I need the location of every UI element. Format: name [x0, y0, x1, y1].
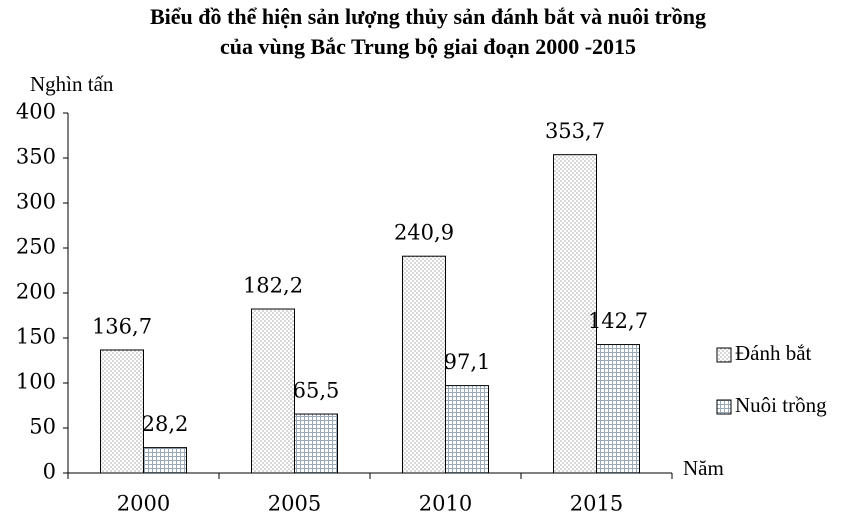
value-label: 65,5: [293, 379, 340, 403]
value-label: 97,1: [444, 350, 491, 374]
value-label: 136,7: [92, 314, 152, 338]
y-tick-label: 200: [16, 280, 56, 304]
value-label: 240,9: [394, 221, 454, 245]
legend-swatch: [716, 399, 732, 415]
legend-label: Đánh bắt: [735, 341, 812, 365]
x-tick-label: 2010: [419, 492, 472, 514]
bar: [100, 349, 144, 474]
y-tick-label: 300: [16, 190, 56, 214]
bar: [596, 344, 640, 474]
x-tick-label: 2005: [268, 492, 321, 514]
y-tick-label: 400: [16, 100, 56, 124]
bar: [251, 308, 295, 474]
y-tick-label: 100: [16, 370, 56, 394]
value-label: 353,7: [545, 119, 605, 143]
x-axis-label: Năm: [683, 456, 724, 480]
legend-label: Nuôi trồng: [735, 393, 827, 417]
value-label: 142,7: [588, 309, 648, 333]
x-tick-label: 2015: [570, 492, 623, 514]
chart-subtitle: của vùng Bắc Trung bộ giai đoạn 2000 -20…: [220, 34, 636, 59]
legend-swatch: [716, 347, 732, 363]
bar: [143, 447, 187, 474]
chart-title: Biểu đồ thể hiện sản lượng thủy sản đánh…: [150, 4, 706, 29]
y-tick-label: 350: [16, 145, 56, 169]
bar: [402, 255, 446, 474]
y-tick-label: 50: [29, 415, 56, 439]
x-tick-label: 2000: [117, 492, 170, 514]
y-tick-label: 250: [16, 235, 56, 259]
y-axis-label: Nghìn tấn: [30, 72, 114, 96]
y-tick-label: 150: [16, 325, 56, 349]
value-label: 182,2: [243, 274, 303, 298]
bar: [553, 154, 597, 474]
bar: [445, 385, 489, 474]
value-label: 28,2: [142, 412, 189, 436]
y-tick-label: 0: [43, 460, 56, 484]
bar: [294, 413, 338, 474]
